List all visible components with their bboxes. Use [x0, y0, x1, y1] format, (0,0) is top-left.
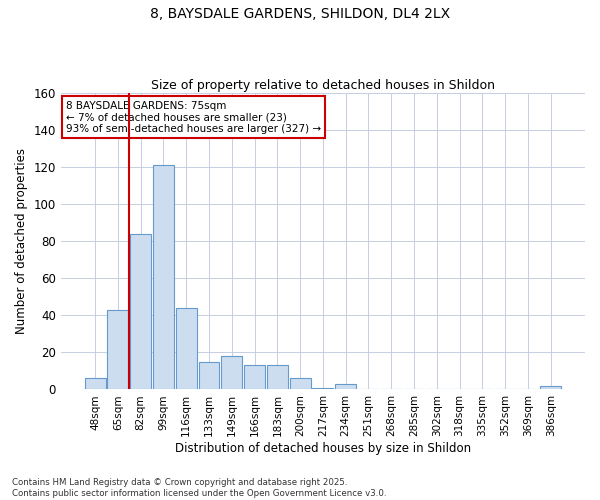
X-axis label: Distribution of detached houses by size in Shildon: Distribution of detached houses by size … [175, 442, 471, 455]
Bar [290, 378, 311, 390]
Text: 8, BAYSDALE GARDENS, SHILDON, DL4 2LX: 8, BAYSDALE GARDENS, SHILDON, DL4 2LX [150, 8, 450, 22]
Bar [267, 366, 288, 390]
Bar [130, 234, 151, 390]
Text: Contains HM Land Registry data © Crown copyright and database right 2025.
Contai: Contains HM Land Registry data © Crown c… [12, 478, 386, 498]
Title: Size of property relative to detached houses in Shildon: Size of property relative to detached ho… [151, 79, 495, 92]
Bar [153, 166, 174, 390]
Bar [540, 386, 561, 390]
Y-axis label: Number of detached properties: Number of detached properties [15, 148, 28, 334]
Bar [335, 384, 356, 390]
Bar [221, 356, 242, 390]
Bar [244, 366, 265, 390]
Bar [199, 362, 220, 390]
Text: 8 BAYSDALE GARDENS: 75sqm
← 7% of detached houses are smaller (23)
93% of semi-d: 8 BAYSDALE GARDENS: 75sqm ← 7% of detach… [66, 100, 321, 134]
Bar [313, 388, 334, 390]
Bar [107, 310, 128, 390]
Bar [176, 308, 197, 390]
Bar [85, 378, 106, 390]
